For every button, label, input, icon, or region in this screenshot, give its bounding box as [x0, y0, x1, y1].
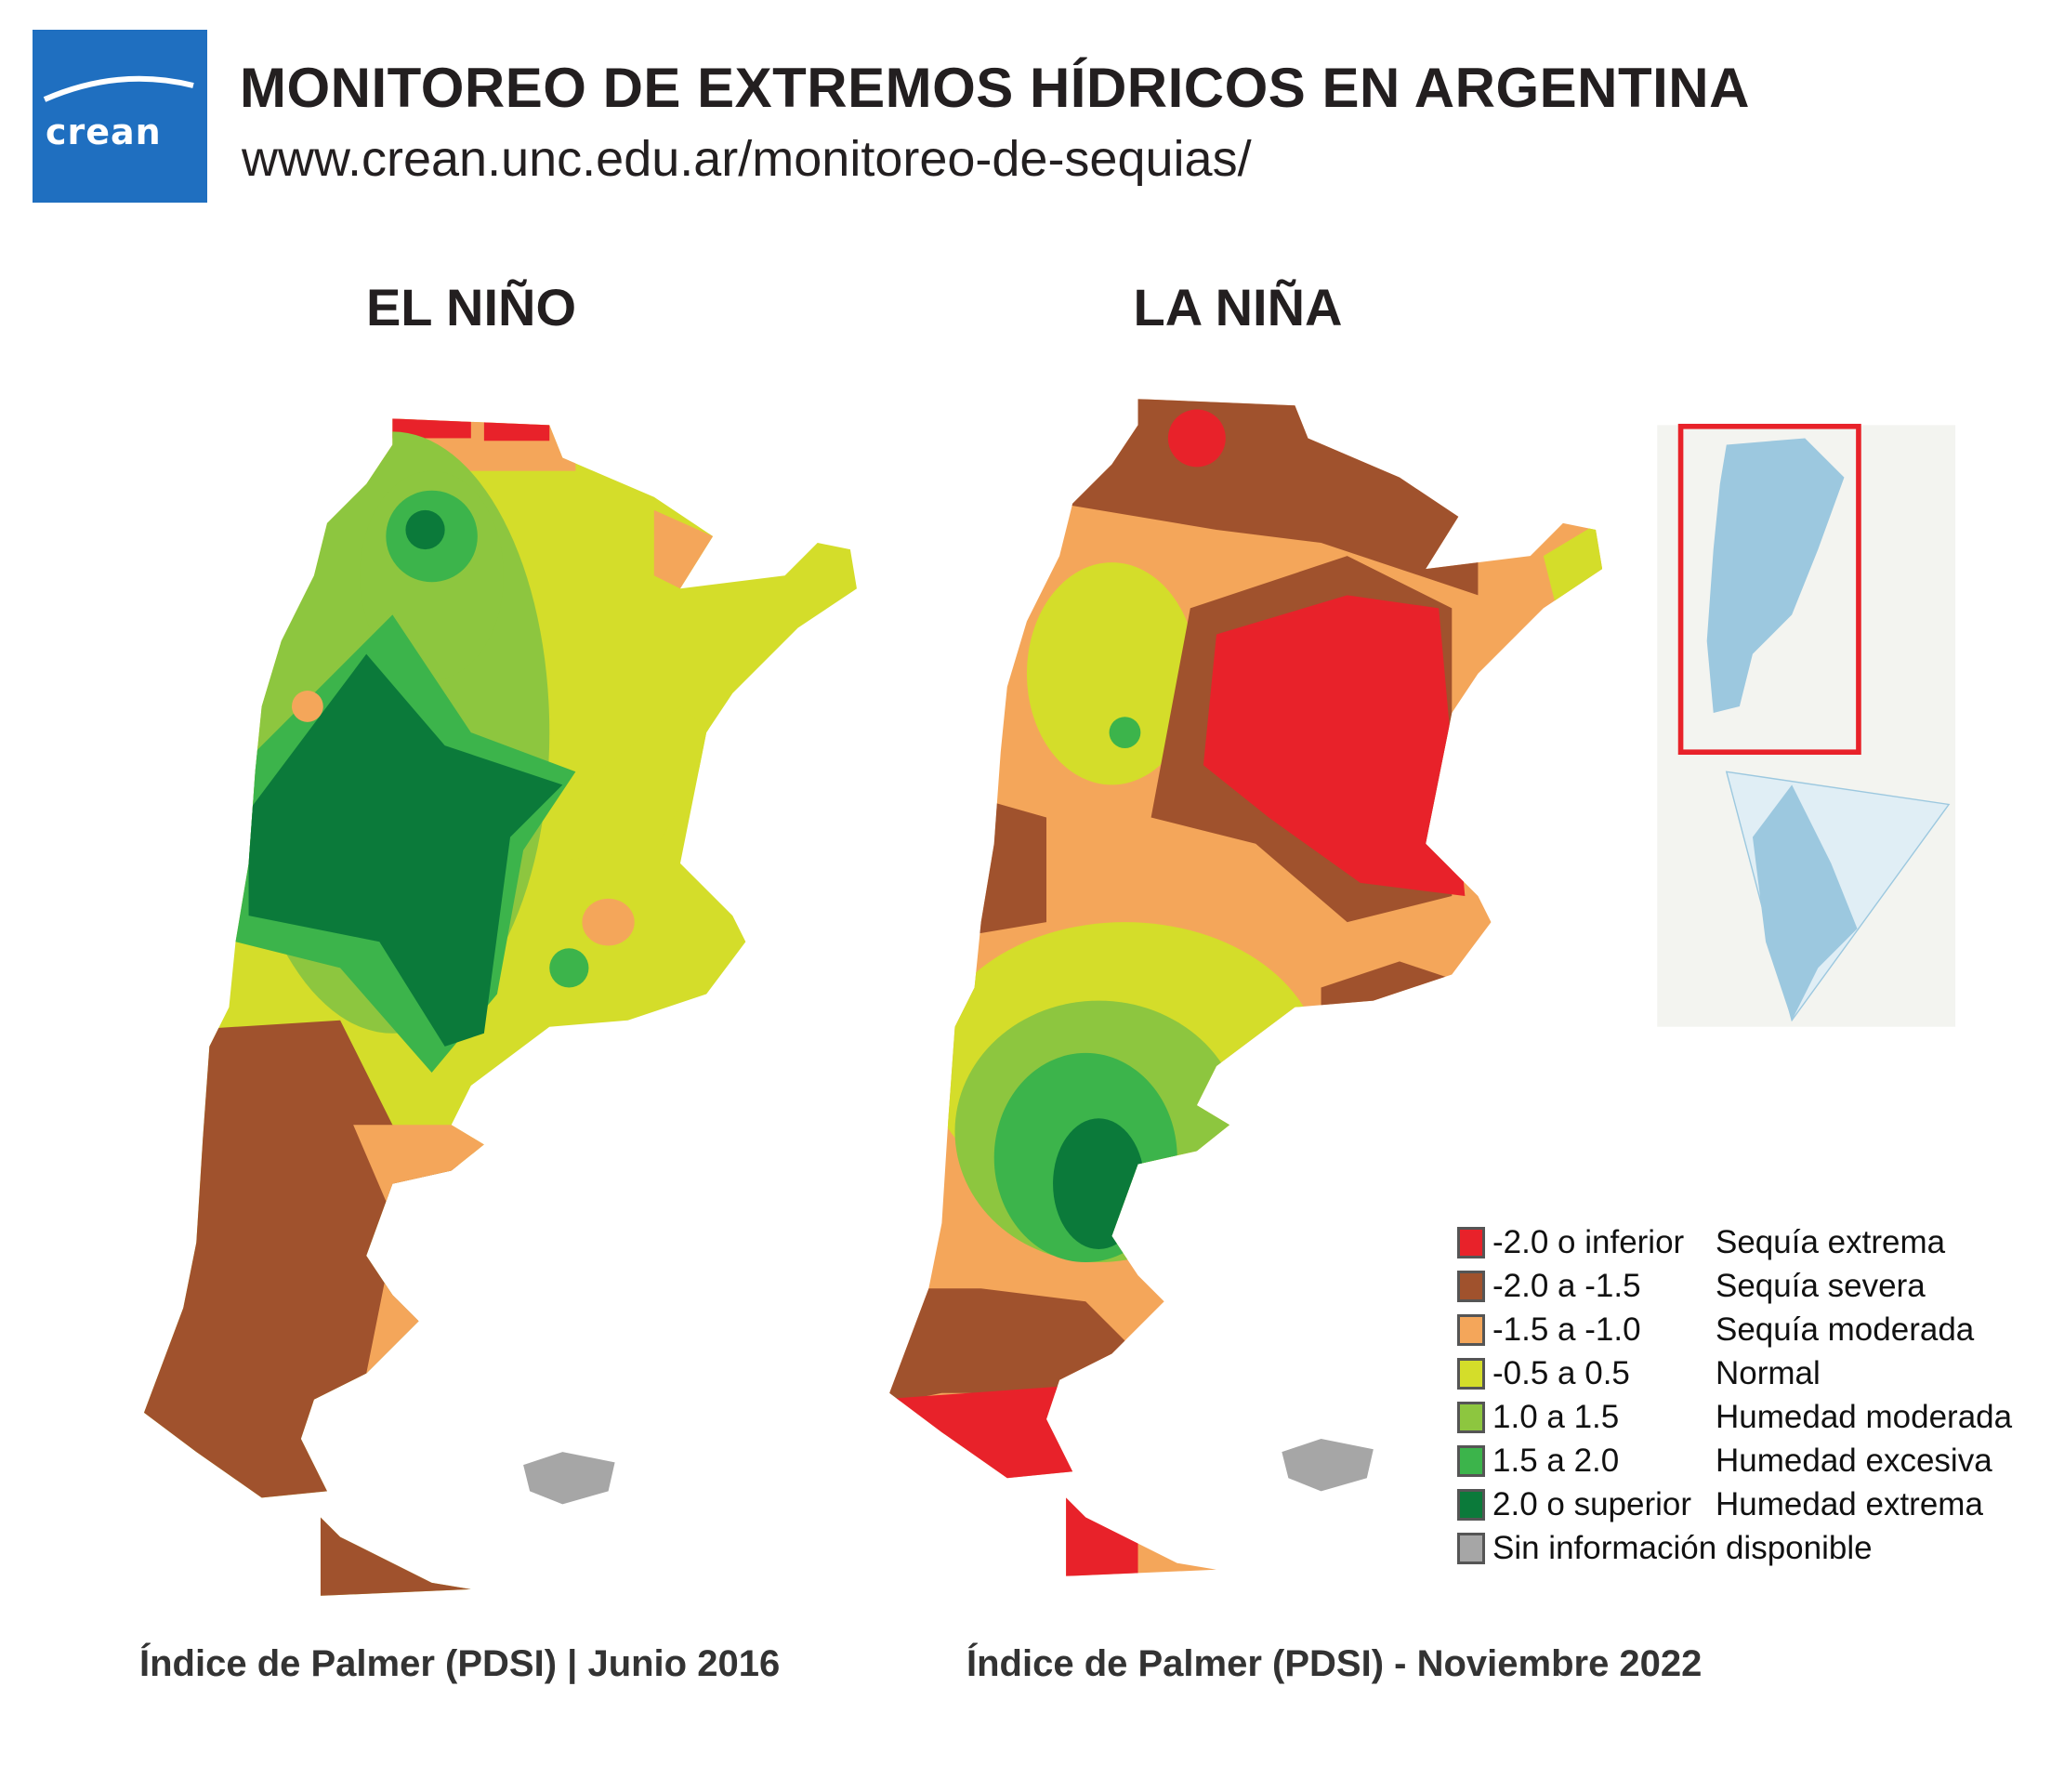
legend-item: 2.0 o superior Humedad extrema	[1457, 1482, 2012, 1526]
logo-text: crean	[46, 112, 162, 152]
legend-swatch	[1457, 1226, 1485, 1258]
legend-range: -1.5 a -1.0	[1492, 1311, 1641, 1348]
legend-label: Sequía moderada	[1716, 1311, 1975, 1348]
legend-range: 2.0 o superior	[1492, 1485, 1692, 1522]
legend-swatch	[1457, 1444, 1485, 1477]
page-title: MONITOREO DE EXTREMOS HÍDRICOS EN ARGENT…	[240, 57, 1750, 119]
legend-label: Normal	[1716, 1354, 1821, 1391]
legend-item: -1.5 a -1.0 Sequía moderada	[1457, 1308, 2012, 1351]
legend-label: Sequía extrema	[1716, 1223, 1946, 1260]
legend-range: -2.0 a -1.5	[1492, 1267, 1641, 1304]
legend-swatch	[1457, 1532, 1485, 1564]
legend-label: Humedad moderada	[1716, 1398, 2013, 1435]
legend-swatch	[1457, 1357, 1485, 1390]
legend-item: 1.5 a 2.0 Humedad excesiva	[1457, 1439, 2012, 1482]
legend-range: -0.5 a 0.5	[1492, 1354, 1630, 1391]
el-nino-title: EL NIÑO	[365, 278, 577, 336]
legend-range: Sin información disponible	[1492, 1529, 1873, 1566]
legend-item: 1.0 a 1.5 Humedad moderada	[1457, 1395, 2012, 1439]
malvinas-islands-left	[523, 1452, 615, 1505]
location-inset	[1657, 423, 1956, 1027]
malvinas-islands-right	[1282, 1439, 1374, 1492]
legend-item: Sin información disponible	[1457, 1526, 2012, 1570]
legend-label: Humedad excesiva	[1716, 1442, 1992, 1479]
site-url: www.crean.unc.edu.ar/monitoreo-de-sequia…	[242, 131, 1252, 187]
legend-item: -2.0 o inferior Sequía extrema	[1457, 1220, 2012, 1264]
legend-range: 1.0 a 1.5	[1492, 1398, 1620, 1435]
legend-range: -2.0 o inferior	[1492, 1223, 1685, 1260]
legend: -2.0 o inferior Sequía extrema -2.0 a -1.…	[1457, 1220, 2012, 1570]
argentina-highlight-box	[1677, 423, 1861, 756]
legend-range: 1.5 a 2.0	[1492, 1442, 1620, 1479]
legend-label: Humedad extrema	[1716, 1485, 1983, 1522]
legend-swatch	[1457, 1270, 1485, 1302]
legend-swatch	[1457, 1313, 1485, 1346]
legend-item: -2.0 a -1.5 Sequía severa	[1457, 1264, 2012, 1308]
crean-logo: crean	[33, 30, 207, 203]
legend-item: -0.5 a 0.5 Normal	[1457, 1351, 2012, 1395]
el-nino-caption: Índice de Palmer (PDSI) | Junio 2016	[139, 1643, 781, 1684]
la-nina-title: LA NIÑA	[1133, 278, 1343, 336]
legend-label: Sequía severa	[1716, 1267, 1926, 1304]
legend-swatch	[1457, 1488, 1485, 1521]
el-nino-map	[143, 418, 857, 1596]
legend-swatch	[1457, 1401, 1485, 1433]
logo-arc-icon	[43, 75, 194, 102]
la-nina-caption: Índice de Palmer (PDSI) - Noviembre 2022	[966, 1643, 1703, 1684]
